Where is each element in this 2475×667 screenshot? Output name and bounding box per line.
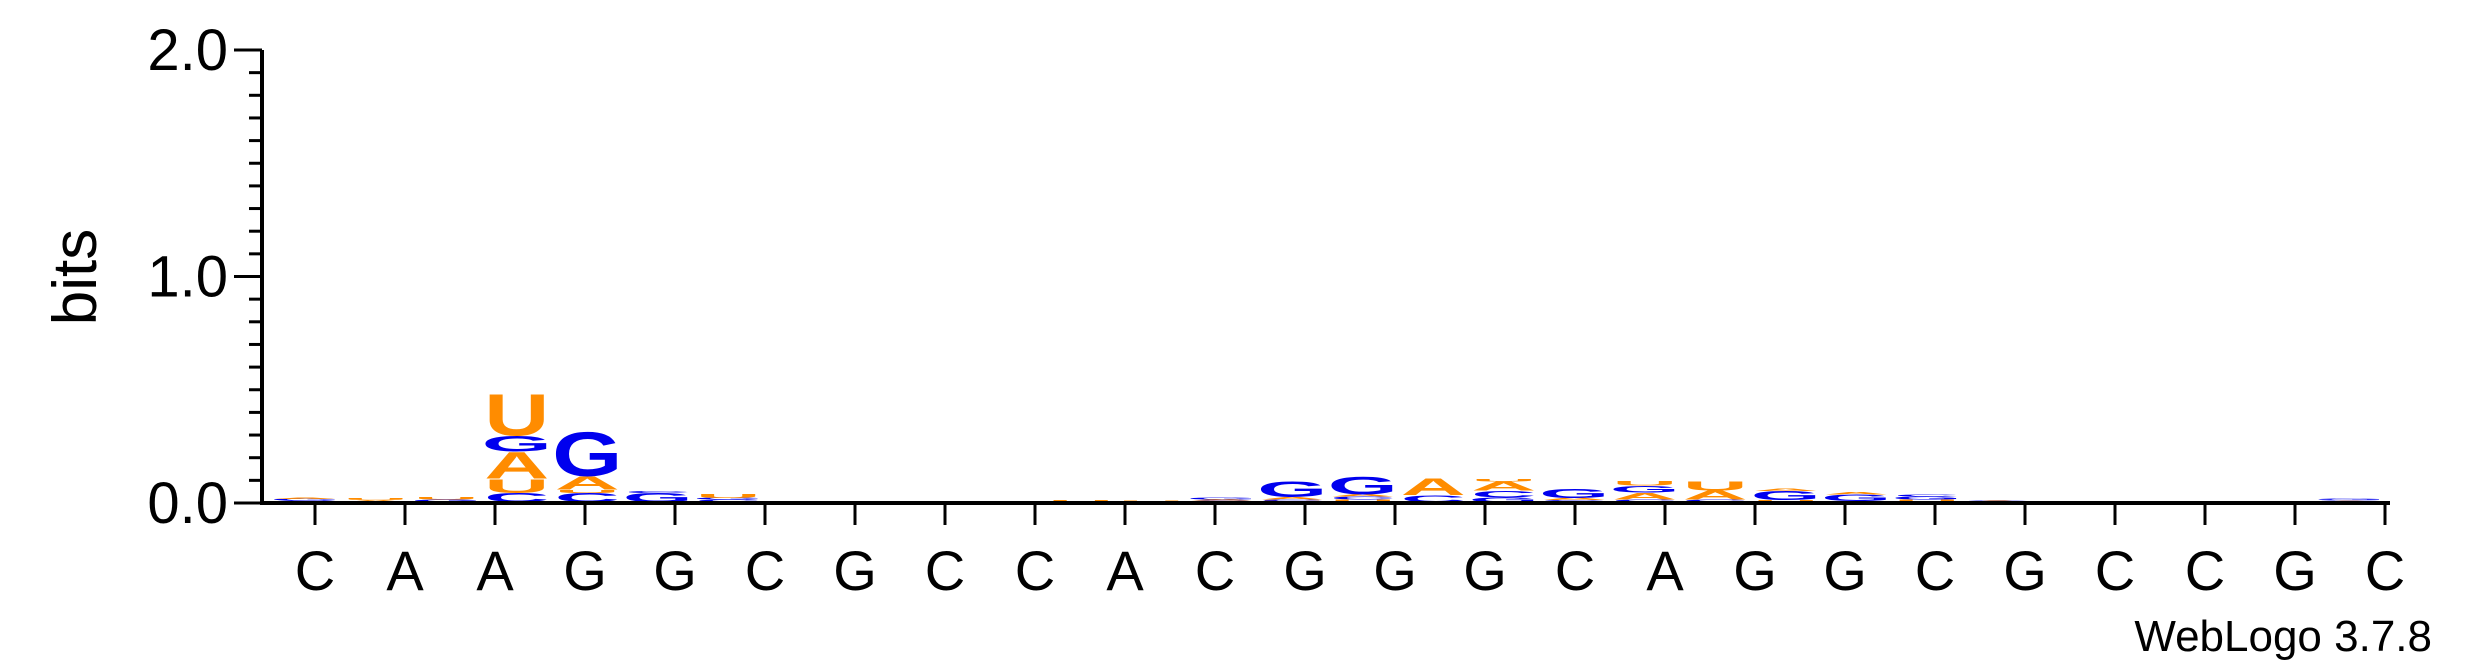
logo-letter-G: G [1539,487,1609,501]
x-tick-label: A [386,539,424,602]
logo-letter-U: U [414,496,479,500]
logo-letter-C: C [1401,493,1466,504]
logo-letter-A: A [1612,491,1677,502]
logo-letter-C: C [2317,500,2382,501]
x-tick-label: C [925,539,965,602]
logo-letter-C: C [1612,499,1677,503]
x-tick-label: G [833,539,877,602]
y-tick-label: 2.0 [147,18,228,83]
letter-stacks: CGAAUGUCUAGUCUAGGCCGUCCCCUUCAGUCAGUCAGCA… [270,382,2385,504]
logo-letter-A: A [1330,494,1395,498]
x-tick-label: C [1555,539,1595,602]
x-tick-label: G [2273,539,2317,602]
logo-letter-A: A [1753,488,1818,492]
logo-letter-A: A [1471,479,1536,493]
logo-letter-G: G [1187,497,1257,500]
logo-letter-G: G [411,499,481,503]
x-tick-label: A [1106,539,1144,602]
x-tick-label: A [1646,539,1684,602]
y-ticks: 0.0 1.0 2.0 [147,18,262,536]
logo-letter-A: A [1542,497,1607,501]
logo-letter-U: U [1683,479,1748,493]
x-tick-label: C [1015,539,1055,602]
logo-letter-G: G [1328,472,1398,500]
logo-letter-G: G [1821,493,1891,504]
logo-letter-U: U [1471,479,1536,483]
x-tick-label: C [2095,539,2135,602]
logo-letter-A: A [1260,497,1325,501]
y-tick-label: 0.0 [147,471,228,536]
logo-letter-U: U [1330,499,1395,503]
logo-letter-G: G [552,420,622,490]
logo-letter-U: U [343,498,408,500]
logo-letter-G: G [2315,498,2385,500]
logo-letter-A: A [1189,499,1254,501]
logo-letter-C: C [1965,500,2030,501]
x-tick-label: G [1733,539,1777,602]
logo-letter-C: C [1471,489,1536,500]
logo-letter-A: A [273,497,338,499]
logo-letter-U: U [555,489,620,494]
x-tick-label: A [476,539,514,602]
logo-letter-G: G [1257,477,1327,502]
logo-letter-A: A [1683,488,1748,502]
x-tick-label: G [563,539,607,602]
x-tick-label: C [1195,539,1235,602]
logo-letter-U: U [484,382,549,448]
x-tick-label: G [653,539,697,602]
logo-letter-G: G [270,499,340,501]
x-tick-label: C [2185,539,2225,602]
logo-letter-C: C [1683,499,1748,503]
y-tick-label: 1.0 [147,245,228,310]
x-tick-label: G [1283,539,1327,602]
logo-letter-C: C [696,499,761,503]
logo-letter-U: U [1894,499,1959,503]
x-tick-label: G [2003,539,2047,602]
logo-letter-U: U [1612,480,1677,487]
logo-letter-A: A [1824,491,1889,495]
logo-letter-G: G [1892,495,1962,500]
logo-letter-C: C [625,491,690,494]
logo-letter-G: G [482,432,552,457]
logo-letter-G: G [1469,496,1539,503]
x-tick-label: G [1823,539,1867,602]
logo-letter-A: A [484,444,549,487]
logo-letter-U: U [696,493,761,499]
logo-letter-U: U [484,475,549,497]
logo-letter-G: G [1751,489,1821,503]
x-tick-label: G [1463,539,1507,602]
x-tick-label: C [745,539,785,602]
credit-label: WebLogo 3.7.8 [2134,612,2432,661]
x-tick-label: G [1373,539,1417,602]
y-axis-label: bits [41,229,110,325]
logo-letter-C: C [1260,499,1325,501]
x-tick-label: C [295,539,335,602]
logo-letter-A: A [1401,474,1466,501]
logo-letter-G: G [693,497,763,500]
logo-letter-C: C [1330,496,1395,501]
logo-letter-C: C [1894,494,1959,497]
x-tick-label: C [1915,539,1955,602]
x-tick-label: C [2365,539,2405,602]
logo-letter-A: A [555,472,620,493]
logo-letter-G: G [1610,484,1680,495]
